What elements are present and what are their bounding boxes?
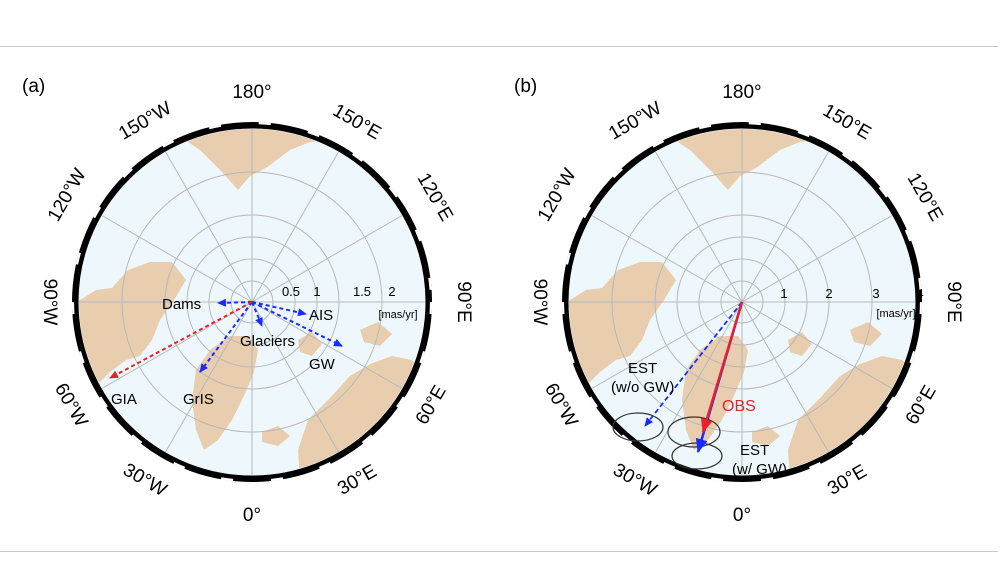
scale-tick-1-5: 1.5 [353, 284, 371, 299]
lon-label-120e: 120°E [903, 169, 947, 225]
lon-label-30w: 30°W [609, 459, 660, 501]
lon-label-90e: 90°E [453, 281, 474, 322]
lon-label-150e: 150°E [329, 100, 385, 144]
lon-label-60e: 60°E [902, 382, 941, 428]
vector-est-wo-gw [644, 301, 743, 427]
panel-b-graticule [569, 129, 915, 475]
label-gw: GW [309, 356, 336, 373]
lon-label-60w: 60°W [540, 380, 582, 431]
scale-tick-2: 2 [825, 286, 832, 301]
lon-label-0: 0° [243, 505, 261, 526]
lon-label-60w: 60°W [50, 380, 92, 431]
panel-a-label: (a) [22, 76, 45, 97]
panel-b: (b) [514, 76, 964, 526]
lon-label-30e: 30°E [824, 461, 870, 500]
lon-label-180: 180° [232, 82, 271, 103]
lon-label-90e: 90°E [943, 281, 964, 322]
ellipse-est-wo-gw [612, 412, 664, 442]
lon-label-180: 180° [722, 82, 761, 103]
panel-b-vectors [644, 301, 744, 453]
vector-obs [700, 301, 744, 433]
label-ais: AIS [309, 307, 333, 324]
scale-tick-4: 4 [916, 286, 923, 301]
vector-ais [251, 301, 307, 317]
vector-gia [109, 301, 253, 379]
scale-unit: [mas/yr] [876, 308, 915, 320]
lon-label-120e: 120°E [413, 169, 457, 225]
scale-tick-1: 1 [313, 284, 320, 299]
panel-b-vector-labels: OBS EST (w/ GW) EST (w/o GW) [611, 360, 787, 478]
panel-a: (a) [22, 76, 474, 526]
panel-b-rim-ticks [561, 121, 923, 483]
vector-dams [217, 298, 253, 307]
panel-b-label: (b) [514, 76, 537, 97]
lon-label-150w: 150°W [605, 98, 665, 145]
scale-tick-3: 3 [872, 286, 879, 301]
label-dams: Dams [162, 296, 201, 313]
label-est-w-gw-line2: (w/ GW) [732, 461, 787, 478]
label-est-w-gw-line1: EST [740, 442, 769, 459]
vector-glaciers [251, 301, 263, 327]
scale-tick-0-5: 0.5 [282, 284, 300, 299]
lon-label-120w: 120°W [44, 165, 91, 225]
label-est-wo-gw-line1: EST [628, 360, 657, 377]
lon-label-150e: 150°E [819, 100, 875, 144]
lon-label-150w: 150°W [115, 98, 175, 145]
panel-a-vectors [109, 298, 343, 379]
lon-label-30e: 30°E [334, 461, 380, 500]
vector-gw [251, 301, 343, 347]
lon-label-0: 0° [733, 505, 751, 526]
panel-a-scale: 0.5 1 1.5 2 [mas/yr] [282, 284, 418, 321]
scale-unit: [mas/yr] [378, 309, 417, 321]
label-gris: GrIS [183, 391, 214, 408]
lon-label-60e: 60°E [412, 382, 451, 428]
scale-tick-2: 2 [388, 284, 395, 299]
figure-frame [0, 46, 998, 552]
panel-a-rim-ticks [71, 121, 433, 483]
panel-a-vector-labels: Dams AIS Glaciers GW GrIS GIA [111, 296, 336, 408]
label-est-wo-gw-line2: (w/o GW) [611, 379, 674, 396]
label-gia: GIA [111, 391, 137, 408]
panel-b-scale: 1 2 3 4 [mas/yr] [780, 286, 923, 320]
lon-label-120w: 120°W [534, 165, 581, 225]
lon-label-90w: 90°W [529, 279, 550, 326]
scale-tick-1: 1 [780, 286, 787, 301]
ellipse-obs [667, 416, 721, 448]
lon-label-30w: 30°W [119, 459, 170, 501]
vector-gris [199, 301, 253, 373]
label-glaciers: Glaciers [240, 333, 295, 350]
lon-label-90w: 90°W [39, 279, 60, 326]
label-obs: OBS [722, 398, 756, 415]
